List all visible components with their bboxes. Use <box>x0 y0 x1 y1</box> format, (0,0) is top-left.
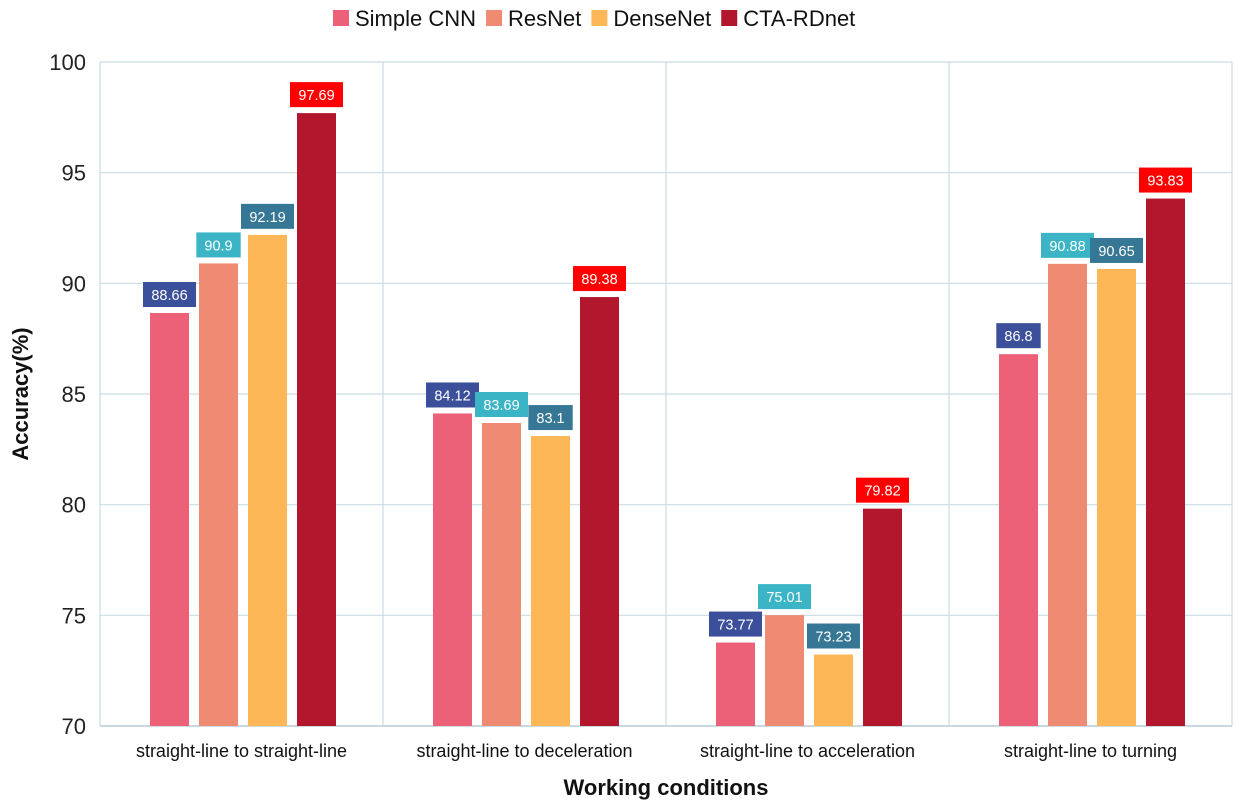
data-label-bg <box>807 623 860 649</box>
data-label-text: 90.65 <box>1098 244 1134 260</box>
data-label-text: 93.83 <box>1147 174 1183 190</box>
data-label: 90.65 <box>1090 237 1143 263</box>
data-label: 73.77 <box>709 611 762 637</box>
data-label: 84.12 <box>426 382 479 408</box>
bar-cta-rdnet <box>297 113 336 727</box>
ticks-layer: 70 75 80 85 90 95 100 straight-line to straight… <box>49 50 1177 761</box>
data-label-bg <box>856 477 909 503</box>
data-label-bg <box>1041 232 1094 258</box>
data-label-text: 84.12 <box>434 388 470 404</box>
data-label: 75.01 <box>758 584 811 610</box>
data-label-bg <box>709 611 762 637</box>
legend-swatch <box>333 10 349 26</box>
data-label-bg <box>241 203 294 229</box>
bar-resnet <box>765 615 804 726</box>
data-label-text: 79.82 <box>864 484 900 500</box>
bars-layer <box>150 113 1185 727</box>
bar-cta-rdnet <box>863 508 902 726</box>
data-label: 90.9 <box>196 232 241 258</box>
data-label-bg <box>758 584 811 610</box>
data-label-text: 90.9 <box>204 238 232 254</box>
grid-layer <box>99 61 1233 727</box>
data-label-text: 92.19 <box>249 210 285 226</box>
data-label-text: 90.88 <box>1049 239 1085 255</box>
bar-densenet <box>531 436 570 726</box>
legend-label: ResNet <box>508 6 581 31</box>
legend-label: CTA-RDnet <box>743 6 855 31</box>
data-label: 93.83 <box>1139 167 1192 193</box>
data-label-text: 75.01 <box>766 590 802 606</box>
data-label-text: 86.8 <box>1004 329 1032 345</box>
bar-densenet <box>1097 268 1136 726</box>
data-label: 89.38 <box>573 266 626 292</box>
bar-resnet <box>482 422 521 726</box>
data-label: 90.88 <box>1041 232 1094 258</box>
data-label-text: 83.1 <box>536 411 564 427</box>
data-label-bg <box>426 382 479 408</box>
bar-densenet <box>814 654 853 726</box>
x-tick-label: straight-line to acceleration <box>700 741 915 761</box>
data-label: 88.66 <box>143 281 196 307</box>
data-label-text: 73.77 <box>717 618 753 634</box>
y-tick-label: 95 <box>62 161 86 186</box>
x-tick-label: straight-line to turning <box>1004 741 1177 761</box>
data-label: 79.82 <box>856 477 909 503</box>
legend-swatch <box>721 10 738 26</box>
y-axis-title: Accuracy(%) <box>8 327 33 460</box>
data-label: 73.23 <box>807 623 860 649</box>
y-tick-label: 90 <box>62 271 86 296</box>
y-tick-label: 70 <box>62 714 86 739</box>
legend-label: Simple CNN <box>355 6 476 31</box>
data-label-bg <box>143 281 196 307</box>
bar-simple-cnn <box>999 354 1038 726</box>
data-label-text: 97.69 <box>298 88 334 104</box>
y-tick-label: 80 <box>62 493 86 518</box>
legend-swatch <box>486 10 503 26</box>
y-tick-label: 85 <box>62 382 86 407</box>
data-label-bg <box>475 391 528 417</box>
data-label: 86.8 <box>996 323 1041 349</box>
bar-densenet <box>248 234 287 726</box>
data-label-bg <box>573 266 626 292</box>
x-tick-label: straight-line to deceleration <box>416 741 632 761</box>
x-tick-label: straight-line to straight-line <box>136 741 347 761</box>
data-label: 92.19 <box>241 203 294 229</box>
y-tick-label: 75 <box>62 603 86 628</box>
data-label-text: 89.38 <box>581 272 617 288</box>
data-label-bg <box>290 82 343 108</box>
data-label-bg <box>1090 237 1143 263</box>
bar-cta-rdnet <box>1146 198 1185 726</box>
data-label-bg <box>996 323 1041 349</box>
data-label: 83.1 <box>528 405 573 431</box>
y-tick-label: 100 <box>49 50 86 75</box>
legend-label: DenseNet <box>613 6 711 31</box>
data-label: 83.69 <box>475 391 528 417</box>
legend-swatch <box>591 10 608 26</box>
data-label-bg <box>196 232 241 258</box>
data-label-text: 73.23 <box>815 630 851 646</box>
bar-simple-cnn <box>150 312 189 726</box>
x-axis-title: Working conditions <box>564 775 769 800</box>
data-label-text: 88.66 <box>151 288 187 304</box>
data-label: 97.69 <box>290 82 343 108</box>
bar-resnet <box>1048 263 1087 726</box>
data-label-text: 83.69 <box>483 398 519 414</box>
bar-simple-cnn <box>433 413 472 726</box>
data-label-bg <box>528 405 573 431</box>
bar-resnet <box>199 263 238 726</box>
bar-simple-cnn <box>716 642 755 726</box>
legend: Simple CNN ResNet DenseNet CTA-RDnet <box>333 6 855 31</box>
data-label-bg <box>1139 167 1192 193</box>
bar-cta-rdnet <box>580 297 619 726</box>
data-labels-layer: 88.66 90.9 92.19 97.69 84.12 83.69 83.1 89.38 73… <box>143 82 1192 649</box>
